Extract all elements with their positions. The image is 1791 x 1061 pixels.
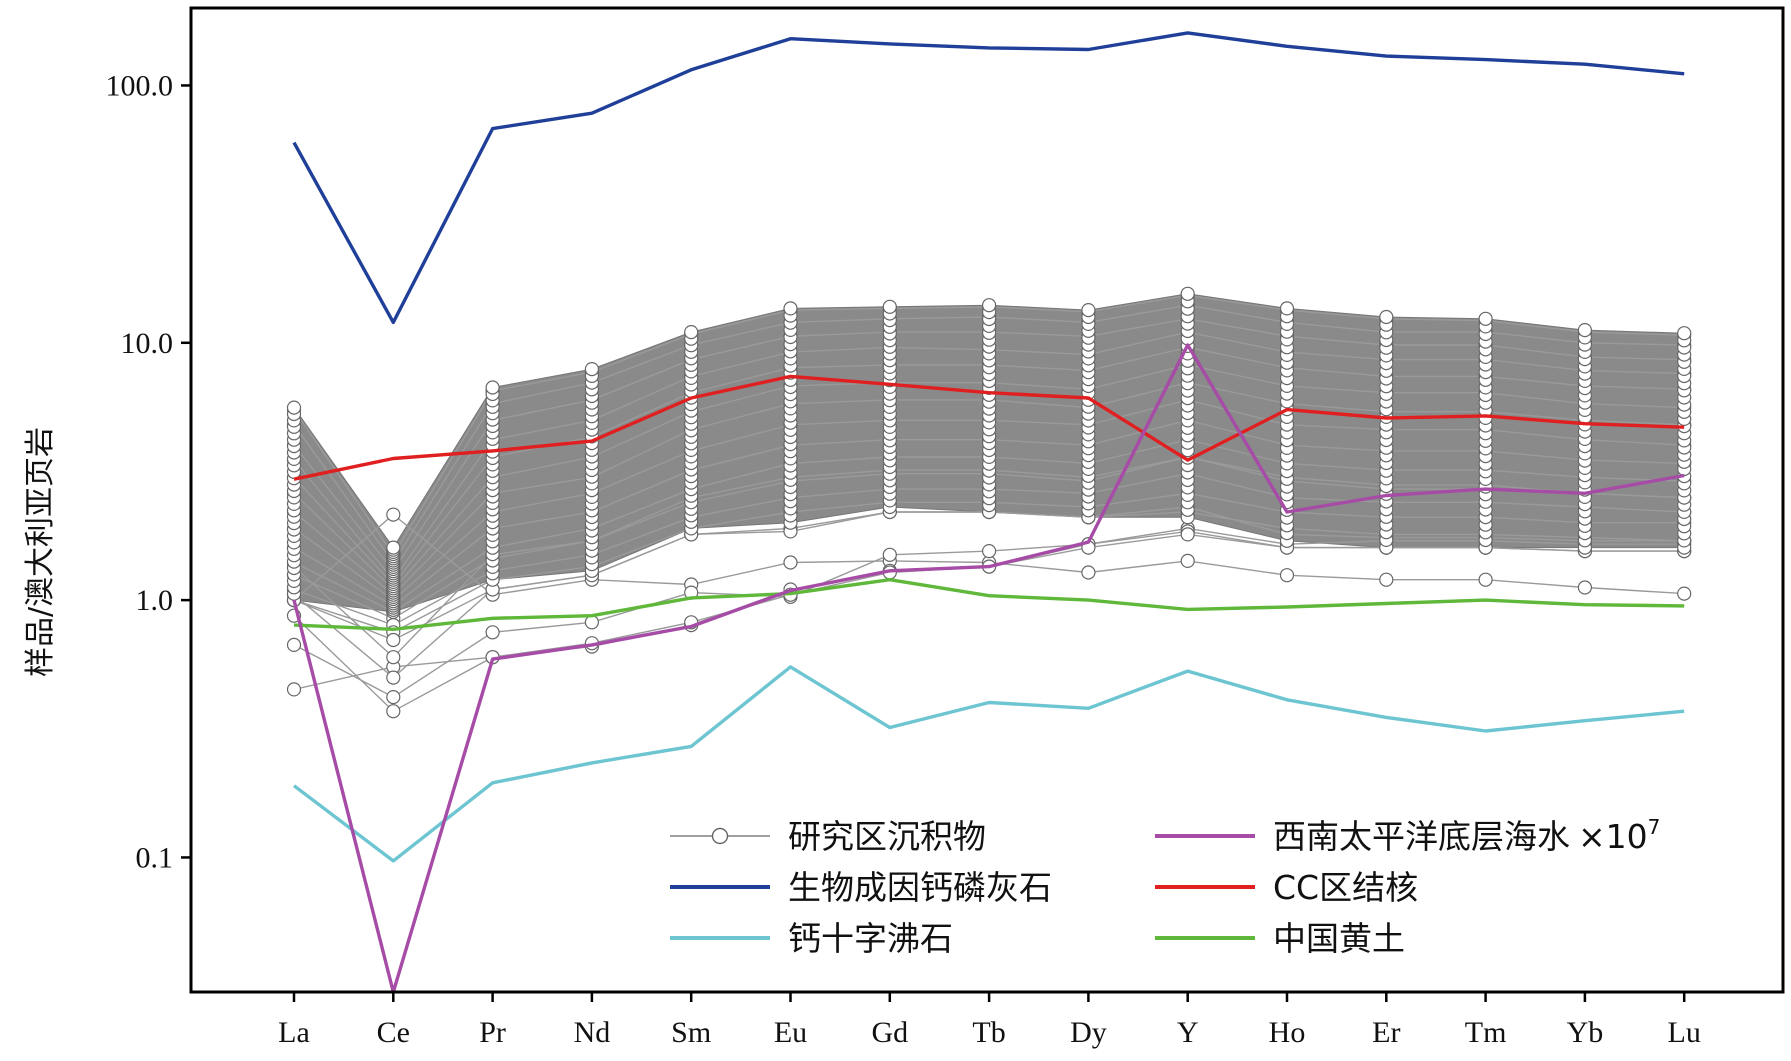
axes: 0.1 1.0 10.0 100.0 La Ce Pr Nd Sm Eu Gd Tb Dy Y Ho Er Tm… <box>106 69 1701 1049</box>
legend-label-6: 中国黄土 <box>1273 919 1405 958</box>
legend-item-5: 钙十字沸石 <box>670 919 953 958</box>
sample-point-17-La <box>286 682 302 697</box>
plot-frame <box>189 6 1785 994</box>
x-tick-label-Y: Y <box>1177 1016 1199 1049</box>
series-line-4 <box>293 374 1685 481</box>
sample-stack-point-Gd-30 <box>882 299 897 314</box>
legend-item-1: 研究区沉积物 <box>670 817 986 856</box>
y-tick-label-4: 100.0 <box>106 69 174 102</box>
sample-point-19-Ce <box>386 670 401 685</box>
sample-point-15-Eu <box>783 555 798 570</box>
x-tick-label-Gd: Gd <box>871 1016 908 1049</box>
sample-point-18-Ce <box>386 704 401 719</box>
sample-point-15-Y <box>1180 553 1195 569</box>
sample-point-16-Ce <box>386 689 401 705</box>
x-tick-label-Er: Er <box>1372 1016 1400 1049</box>
x-tick-label-La: La <box>278 1016 310 1049</box>
series-line-3 <box>292 343 1685 994</box>
x-tick-label-Dy: Dy <box>1070 1016 1107 1049</box>
sample-point-16-Nd <box>584 615 600 630</box>
sample-stack-point-Nd-30 <box>584 362 600 377</box>
sample-stack-point-Ce-30 <box>386 540 401 555</box>
legend-label-2: 西南太平洋底层海水 ×107 <box>1273 815 1660 856</box>
sample-stack-point-La-30 <box>286 400 302 415</box>
sample-point-20-Ce <box>386 650 401 665</box>
sample-point-15-Lu <box>1677 586 1692 601</box>
series-line-5 <box>293 578 1685 631</box>
series-line-1 <box>292 31 1685 325</box>
x-tick-label-Tb: Tb <box>972 1016 1005 1049</box>
legend-label-4: CC区结核 <box>1273 868 1418 907</box>
x-tick-label-Lu: Lu <box>1668 1016 1701 1049</box>
sample-point-16-La <box>286 637 302 653</box>
sample-stack-point-Tm-30 <box>1478 311 1493 326</box>
legend-label-3: 生物成因钙磷灰石 <box>788 868 1052 907</box>
legend-item-2: 西南太平洋底层海水 ×107 <box>1155 815 1660 856</box>
legend-label-5: 钙十字沸石 <box>788 919 953 958</box>
x-tick-label-Ce: Ce <box>377 1016 410 1049</box>
sample-point-15-Yb <box>1577 580 1593 595</box>
sample-point-15-Ho <box>1279 568 1295 583</box>
sample-markers-layer <box>286 286 1692 719</box>
sample-stack-point-Y-30 <box>1180 286 1195 301</box>
x-tick-label-Nd: Nd <box>574 1016 611 1049</box>
x-tick-label-Yb: Yb <box>1567 1016 1604 1049</box>
sample-point-18-Y <box>1180 527 1195 542</box>
x-tick-label-Pr: Pr <box>479 1016 506 1049</box>
legend-item-6: 中国黄土 <box>1155 919 1405 958</box>
y-tick-label-3: 10.0 <box>121 327 174 360</box>
sample-point-16-Tb <box>981 543 997 559</box>
sample-point-14-Ce <box>386 632 401 648</box>
sample-stack-point-Sm-30 <box>684 325 699 340</box>
sample-stack-point-Er-30 <box>1379 309 1394 325</box>
sample-point-15-Dy <box>1081 565 1096 580</box>
x-tick-label-Tm: Tm <box>1465 1016 1507 1049</box>
sample-stack-point-Pr-30 <box>485 380 500 395</box>
sample-stack-point-Lu-30 <box>1677 326 1692 341</box>
legend-label-1: 研究区沉积物 <box>788 817 986 856</box>
x-tick-label-Ho: Ho <box>1269 1016 1306 1049</box>
sample-stack-point-Eu-30 <box>783 301 798 316</box>
sample-stack-point-Dy-30 <box>1081 303 1096 318</box>
sample-point-16-Gd <box>882 547 897 562</box>
x-tick-label-Eu: Eu <box>774 1016 807 1049</box>
y-axis-label: 样品/澳大利亚页岩 <box>23 427 58 677</box>
legend-item-4: CC区结核 <box>1155 868 1418 907</box>
sample-stack-point-Yb-30 <box>1577 323 1593 338</box>
series-layer <box>292 31 1685 994</box>
sample-point-15-Tm <box>1478 572 1493 587</box>
sample-stack-point-Ho-30 <box>1279 301 1295 316</box>
legend-marker-1 <box>711 827 729 845</box>
series-line-2 <box>292 665 1685 863</box>
sample-point-16-Pr <box>485 625 500 640</box>
y-tick-label-1: 0.1 <box>136 841 174 874</box>
y-tick-label-2: 1.0 <box>136 584 174 617</box>
sample-stack-point-Tb-30 <box>981 298 997 313</box>
x-tick-label-Sm: Sm <box>671 1016 711 1049</box>
legend-item-3: 生物成因钙磷灰石 <box>670 868 1052 907</box>
sample-point-15-Er <box>1379 572 1394 587</box>
sample-point-15-Ce <box>386 507 401 522</box>
